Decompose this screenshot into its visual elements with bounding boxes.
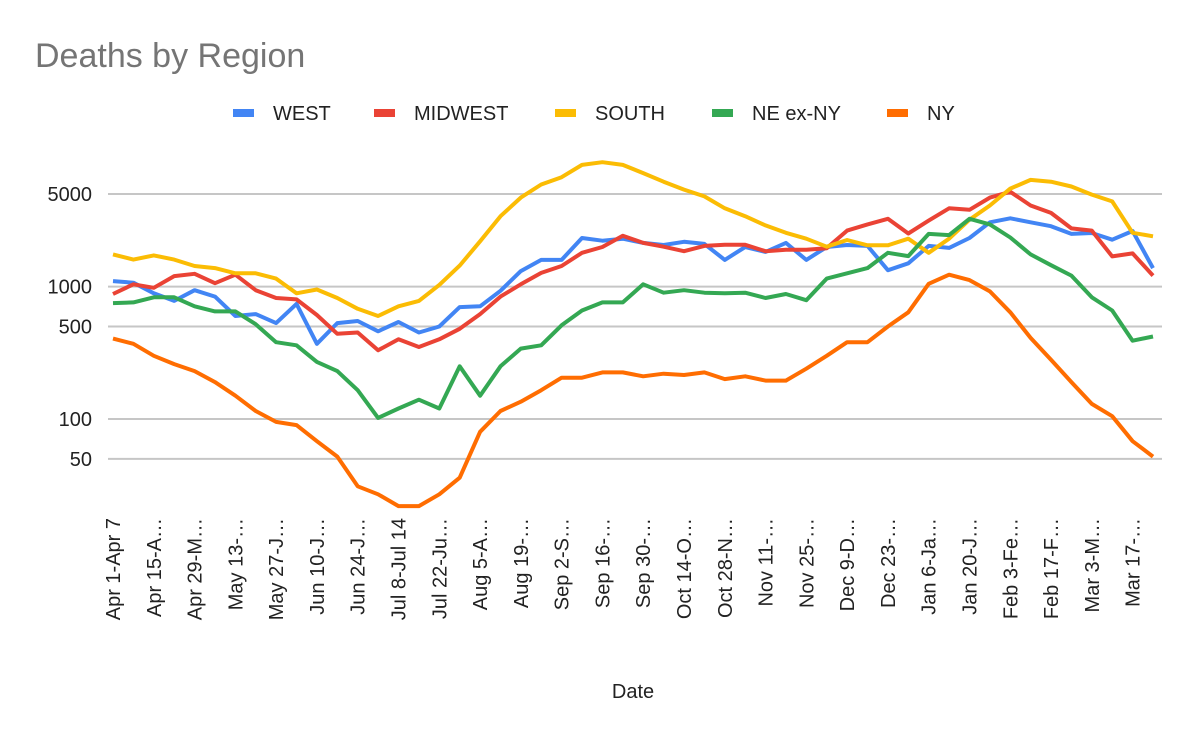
x-tick-label: Nov 25-…	[796, 518, 818, 608]
x-tick-label: Nov 11-…	[756, 518, 778, 607]
x-tick-label: Jan 20-J…	[960, 518, 982, 615]
x-tick-label: Oct 28-N…	[715, 518, 737, 618]
legend-swatch	[887, 109, 908, 117]
x-tick-label: Mar 3-M…	[1082, 518, 1104, 612]
legend: WEST MIDWEST SOUTH NE ex-NY NY	[233, 103, 955, 125]
legend-label: NE ex-NY	[752, 103, 841, 125]
x-tick-label: Mar 17-…	[1123, 518, 1145, 607]
legend-label: MIDWEST	[414, 103, 508, 125]
legend-item-ne-ex-ny[interactable]: NE ex-NY	[712, 103, 841, 125]
x-axis-label: Date	[612, 681, 654, 703]
y-tick-label: 5000	[48, 184, 93, 206]
legend-item-midwest[interactable]: MIDWEST	[374, 103, 508, 125]
x-tick-label: Sep 30-…	[633, 518, 655, 608]
y-tick-label: 500	[59, 316, 92, 338]
y-tick-label: 100	[59, 409, 92, 431]
x-tick-label: Jul 22-Ju…	[429, 518, 451, 619]
x-tick-label: Sep 16-…	[592, 518, 614, 608]
x-tick-label: Feb 17-F…	[1041, 518, 1063, 619]
legend-label: SOUTH	[595, 103, 665, 125]
y-tick-label: 1000	[48, 277, 93, 299]
y-tick-label: 50	[70, 449, 92, 471]
x-tick-label: May 13-…	[225, 518, 247, 610]
x-tick-label: Feb 3-Fe…	[1000, 518, 1022, 619]
chart-title: Deaths by Region	[35, 37, 305, 75]
series-line-midwest	[112, 189, 1155, 353]
legend-item-south[interactable]: SOUTH	[555, 103, 665, 125]
x-tick-label: Sep 2-S…	[552, 518, 574, 610]
legend-item-ny[interactable]: NY	[887, 103, 955, 125]
series-line-south	[112, 160, 1154, 318]
x-tick-label: Apr 15-A…	[144, 518, 166, 617]
gridlines	[108, 193, 1162, 460]
x-tick-label: Jul 8-Jul 14	[389, 518, 411, 620]
x-tick-label: Dec 9-D…	[837, 518, 859, 611]
x-tick-label: Jun 24-J…	[348, 518, 370, 615]
legend-swatch	[374, 109, 395, 117]
x-tick-label: Jun 10-J…	[307, 518, 329, 615]
x-tick-label: Apr 29-M…	[185, 518, 207, 620]
x-tick-label: Aug 5-A…	[470, 518, 492, 610]
x-tick-label: May 27-J…	[266, 518, 288, 620]
series-line-ne-ex-ny	[112, 216, 1154, 420]
x-tick-label: Dec 23-…	[878, 518, 900, 608]
legend-swatch	[712, 109, 733, 117]
legend-swatch	[555, 109, 576, 117]
x-tick-label: Aug 19-…	[511, 518, 533, 608]
x-axis-ticks: Apr 1-Apr 7 Apr 15-A… Apr 29-M… May 13-… May…	[103, 518, 1145, 620]
x-tick-label: Apr 1-Apr 7	[103, 518, 125, 620]
x-tick-label: Jan 6-Ja…	[919, 518, 941, 615]
x-tick-label: Oct 14-O…	[674, 518, 696, 619]
legend-item-west[interactable]: WEST	[233, 103, 331, 125]
legend-label: NY	[927, 103, 955, 125]
y-axis-ticks: 50 100 500 1000 5000	[48, 184, 93, 471]
legend-label: WEST	[273, 103, 331, 125]
series-line-ny	[112, 272, 1155, 509]
series-lines	[112, 160, 1155, 509]
legend-swatch	[233, 109, 254, 117]
